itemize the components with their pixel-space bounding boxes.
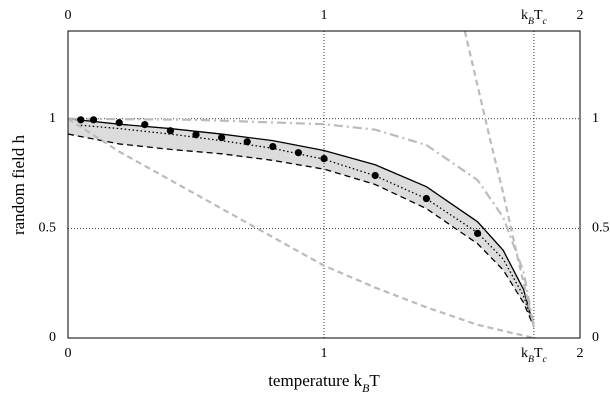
x-top-tick-label: 0 bbox=[65, 8, 72, 23]
data-point bbox=[422, 194, 430, 203]
plot-frame bbox=[67, 30, 581, 339]
data-point bbox=[90, 116, 98, 124]
band bbox=[68, 118, 534, 328]
y-right-tick-label: 1 bbox=[592, 111, 599, 126]
data-point bbox=[269, 142, 277, 151]
x-tick-label: kBTc bbox=[521, 346, 548, 365]
data-point bbox=[218, 133, 226, 142]
x-top-tick-label: 2 bbox=[577, 8, 584, 23]
data-point bbox=[371, 171, 379, 180]
data-point bbox=[243, 138, 251, 146]
x-tick-label: 1 bbox=[321, 346, 328, 361]
x-top-tick-label: kBTc bbox=[521, 8, 548, 27]
data-point bbox=[294, 149, 302, 157]
y-right-tick-label: 0 bbox=[592, 330, 599, 345]
x-tick-label: 0 bbox=[65, 346, 72, 361]
curve bbox=[68, 117, 536, 328]
data-point bbox=[474, 229, 482, 238]
y-tick-label: 1 bbox=[49, 111, 56, 126]
y-right-tick-label: 0.5 bbox=[592, 221, 610, 236]
curve bbox=[68, 118, 535, 328]
data-point bbox=[320, 155, 328, 163]
y-axis-label: random field h bbox=[9, 134, 28, 235]
data-point bbox=[192, 131, 200, 139]
y-tick-label: 0 bbox=[49, 330, 56, 345]
x-top-tick-label: 1 bbox=[321, 8, 328, 23]
curve bbox=[80, 124, 535, 328]
x-axis-label: temperature kBT bbox=[268, 371, 380, 395]
data-point bbox=[141, 121, 149, 129]
curve bbox=[68, 133, 535, 328]
data-point bbox=[77, 116, 85, 124]
curve bbox=[68, 117, 535, 338]
data-point bbox=[115, 119, 123, 127]
y-tick-label: 0.5 bbox=[39, 221, 57, 236]
curve bbox=[463, 31, 535, 328]
data-point bbox=[166, 127, 174, 135]
x-tick-label: 2 bbox=[577, 346, 584, 361]
